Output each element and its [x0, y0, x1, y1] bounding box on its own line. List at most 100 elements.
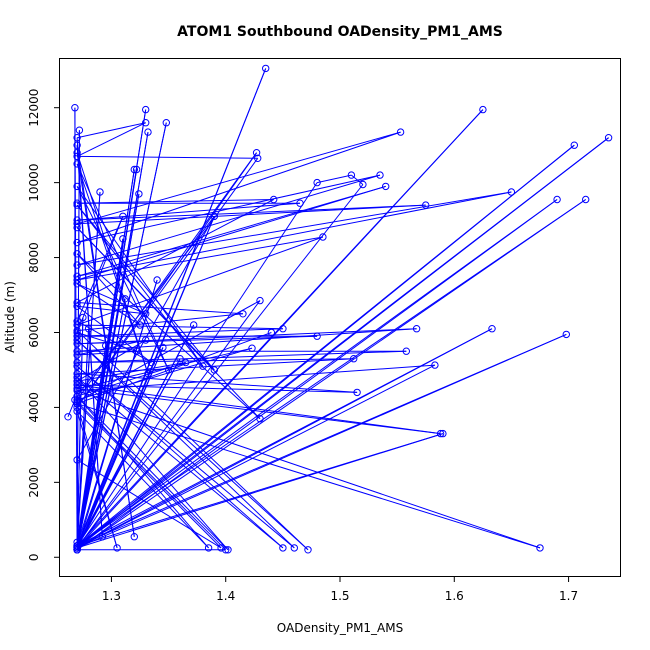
- series-segment: [76, 332, 137, 352]
- data-point: [102, 341, 110, 350]
- series-segment: [76, 199, 586, 551]
- data-point: [313, 332, 321, 340]
- data-point: [73, 216, 81, 224]
- data-point: [73, 298, 81, 307]
- series-segment: [76, 131, 401, 244]
- series-segment: [76, 185, 386, 281]
- series-segment: [76, 215, 215, 397]
- series-segment: [76, 109, 147, 550]
- data-point: [422, 201, 430, 209]
- data-point: [190, 321, 198, 329]
- data-point: [73, 220, 81, 228]
- x-tick-label: 1.5: [330, 589, 349, 603]
- data-point: [142, 310, 150, 318]
- data-point: [73, 250, 81, 258]
- y-tick-label: 6000: [27, 317, 41, 348]
- data-point: [296, 199, 304, 207]
- data-point: [113, 544, 121, 552]
- series-segment: [76, 362, 186, 397]
- y-tick-label: 0: [27, 553, 41, 561]
- series-segment: [76, 163, 170, 371]
- data-point: [436, 429, 445, 438]
- plot-series: [64, 64, 613, 554]
- data-point: [73, 336, 81, 344]
- series-segment: [76, 191, 101, 543]
- series-segment: [76, 364, 436, 549]
- data-point: [73, 400, 81, 408]
- series-segment: [76, 324, 195, 547]
- data-point: [73, 332, 81, 340]
- data-point: [73, 373, 81, 382]
- data-point: [270, 195, 278, 204]
- data-point: [73, 321, 81, 329]
- series-segment: [77, 388, 441, 435]
- data-point: [252, 149, 261, 157]
- data-point: [73, 261, 81, 269]
- data-point: [73, 317, 81, 325]
- data-point: [507, 188, 516, 196]
- data-point: [71, 396, 79, 404]
- data-point: [96, 188, 104, 196]
- y-tick-label: 8000: [27, 242, 41, 273]
- data-point: [73, 238, 81, 247]
- data-point: [73, 403, 81, 412]
- data-point: [159, 343, 167, 352]
- series-segment: [77, 358, 354, 363]
- y-tick-label: 10000: [27, 164, 41, 202]
- series-segment: [76, 390, 541, 549]
- y-tick-label: 4000: [27, 392, 41, 423]
- data-point: [73, 272, 81, 280]
- data-point: [73, 141, 81, 149]
- series-segment: [76, 174, 381, 266]
- data-point: [376, 171, 384, 179]
- data-point: [73, 362, 81, 370]
- plot-frame: [59, 58, 621, 577]
- data-point: [119, 212, 127, 221]
- series-segment: [77, 328, 283, 337]
- series-segment: [76, 377, 229, 551]
- series-segment: [76, 411, 118, 549]
- data-point: [488, 325, 496, 333]
- series-segment: [76, 317, 84, 548]
- data-point: [73, 386, 81, 395]
- data-point: [73, 328, 81, 337]
- series-segment: [77, 204, 426, 221]
- series-segment: [76, 401, 227, 551]
- data-point: [162, 119, 171, 127]
- data-point: [582, 195, 590, 204]
- x-tick-label: 1.4: [216, 589, 235, 603]
- series-segment: [77, 328, 417, 345]
- data-point: [73, 134, 81, 142]
- data-point: [73, 276, 81, 284]
- series-segment: [77, 350, 407, 363]
- series-segment: [76, 403, 222, 549]
- series-segment: [76, 163, 149, 374]
- data-point: [84, 325, 93, 333]
- series-segment: [76, 130, 80, 547]
- data-point: [73, 182, 81, 191]
- data-point: [204, 544, 213, 552]
- data-point: [142, 105, 150, 114]
- data-point: [279, 544, 287, 552]
- data-point: [79, 313, 87, 322]
- data-point: [313, 178, 321, 187]
- series-segment: [77, 204, 426, 225]
- series-segment: [76, 377, 284, 549]
- data-point: [73, 377, 81, 385]
- data-point: [319, 233, 327, 241]
- y-axis-label: Altitude (m): [3, 281, 17, 353]
- series-segment: [76, 204, 204, 367]
- data-point: [254, 154, 262, 163]
- series-segment: [76, 339, 146, 382]
- series-segment: [76, 186, 170, 371]
- series-segment: [74, 107, 78, 550]
- data-point: [73, 546, 81, 554]
- x-tick-label: 1.6: [445, 589, 464, 603]
- data-point: [73, 223, 81, 232]
- series-segment: [77, 362, 186, 382]
- series-segment: [76, 122, 146, 157]
- data-point: [359, 180, 367, 189]
- series-segment: [76, 328, 493, 549]
- series-segment: [76, 332, 272, 405]
- series-segment: [76, 320, 152, 363]
